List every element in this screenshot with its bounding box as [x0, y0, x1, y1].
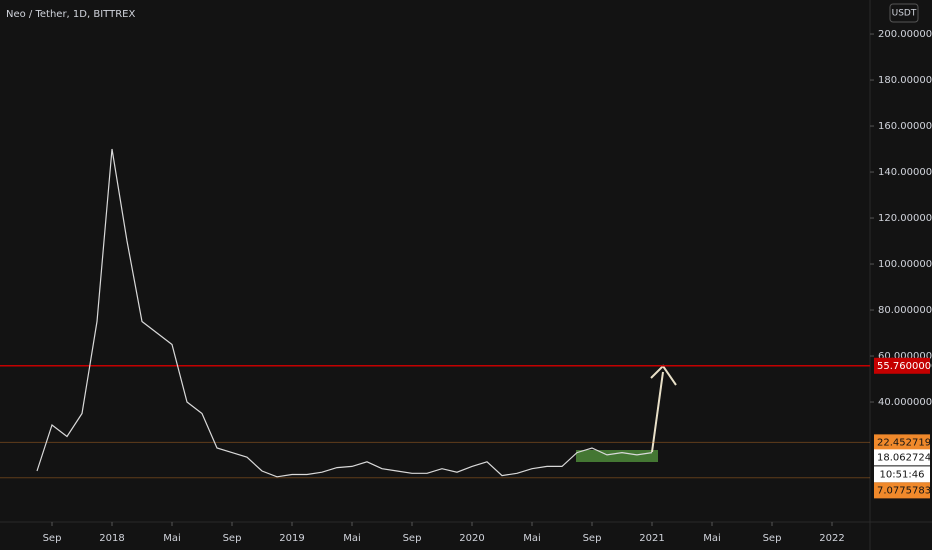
price-tag [874, 434, 930, 451]
price-tag-label: 22.45271995 [877, 437, 932, 448]
x-tick-label: Mai [703, 533, 721, 544]
price-tag [874, 482, 930, 499]
price-tag [874, 357, 930, 374]
x-tick-label: 2022 [819, 533, 844, 544]
x-tick-label: Sep [43, 533, 62, 544]
x-tick-label: Sep [403, 533, 422, 544]
y-tick-label: 180.00000000 [878, 75, 932, 86]
price-tag-label: 7.07757832 [877, 485, 932, 496]
y-tick-label: 120.00000000 [878, 213, 932, 224]
currency-button[interactable] [889, 3, 919, 23]
y-tick-label: 160.00000000 [878, 121, 932, 132]
y-tick-label: 60.00000000 [878, 351, 932, 362]
currency-label[interactable]: USDT [892, 9, 917, 19]
x-tick-label: Mai [343, 533, 361, 544]
y-tick-label: 200.00000000 [878, 29, 932, 40]
x-tick-label: Sep [223, 533, 242, 544]
price-tag-label: 55.76000000 [877, 361, 932, 372]
price-line [36, 148, 653, 478]
price-tag [874, 449, 930, 466]
x-tick-label: 2020 [459, 533, 484, 544]
y-tick-label: 40.00000000 [878, 397, 932, 408]
x-tick-label: Mai [163, 533, 181, 544]
price-tag-label: 18.06272457 [877, 452, 932, 463]
x-tick-label: Sep [763, 533, 782, 544]
x-tick-label: 2019 [279, 533, 304, 544]
y-tick-label: 80.00000000 [878, 305, 932, 316]
countdown-label: 10:51:46 [880, 469, 925, 480]
range-box [576, 450, 658, 462]
x-tick-label: 2021 [639, 533, 664, 544]
y-tick-label: 140.00000000 [878, 167, 932, 178]
chart-title: Neo / Tether, 1D, BITTREX [6, 9, 135, 20]
y-tick-label: 100.00000000 [878, 259, 932, 270]
countdown-tag [874, 466, 930, 483]
x-tick-label: Sep [583, 533, 602, 544]
x-tick-label: Mai [523, 533, 541, 544]
x-tick-label: 2018 [99, 533, 124, 544]
arrow-shaft [651, 371, 664, 453]
